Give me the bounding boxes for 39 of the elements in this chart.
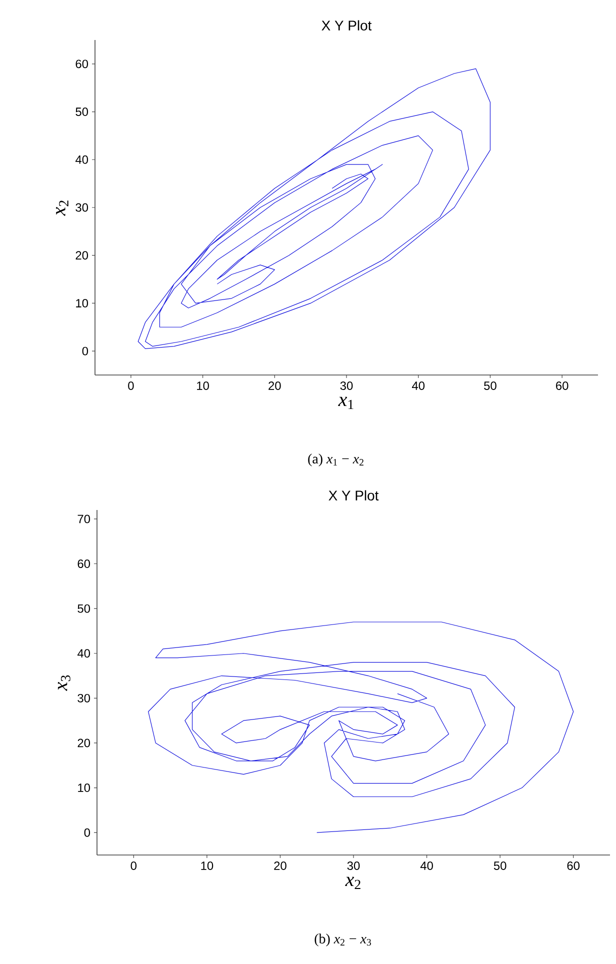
y-axis-title: x$_{2}$ [56, 200, 68, 216]
chart-title: X Y Plot [328, 490, 379, 501]
x-tick-label: 10 [197, 382, 209, 390]
y-tick-label: 0 [84, 828, 90, 837]
x-tick-label: 60 [556, 382, 568, 390]
x-tick-label: 50 [494, 862, 506, 870]
y-tick-label: 70 [78, 514, 90, 524]
text: (a) x$_{1}$ − x$_{2}$ [308, 454, 364, 466]
x-tick-label: 40 [420, 862, 433, 870]
y-tick-label: 50 [76, 108, 88, 116]
x-tick-label: 20 [274, 862, 286, 870]
line-series [148, 622, 574, 833]
x-axis-title: x$_{2}$ [345, 876, 360, 890]
y-tick-label: 0 [82, 346, 88, 356]
line-series [138, 68, 491, 349]
y-tick-label: 20 [78, 738, 90, 748]
y-tick-label: 50 [78, 604, 90, 613]
x-tick-label: 30 [347, 862, 360, 870]
y-tick-label: 40 [77, 649, 90, 658]
y-tick-label: 10 [76, 298, 88, 308]
y-tick-label: 40 [75, 155, 88, 164]
chart-title: X Y Plot [322, 20, 372, 30]
x-tick-label: 20 [268, 382, 281, 390]
y-tick-label: 10 [78, 784, 90, 792]
y-tick-label: 20 [76, 251, 88, 260]
text: (b) x$_{2}$ − x$_{3}$ [314, 934, 371, 946]
x-tick-label: 30 [340, 382, 353, 390]
y-tick-label: 60 [78, 560, 90, 568]
y-tick-label: 60 [76, 60, 88, 68]
x-tick-label: 60 [567, 862, 580, 870]
x-tick-label: 10 [201, 862, 214, 870]
x-tick-label: 0 [128, 382, 134, 390]
x-tick-label: 50 [484, 382, 496, 390]
y-tick-label: 30 [76, 203, 88, 212]
x-tick-label: 0 [130, 862, 137, 870]
x-axis-title: x$_{1}$ [338, 396, 354, 410]
y-axis-title: x$_{3}$ [58, 675, 70, 691]
y-tick-label: 30 [78, 694, 90, 702]
x-tick-label: 40 [412, 382, 425, 390]
